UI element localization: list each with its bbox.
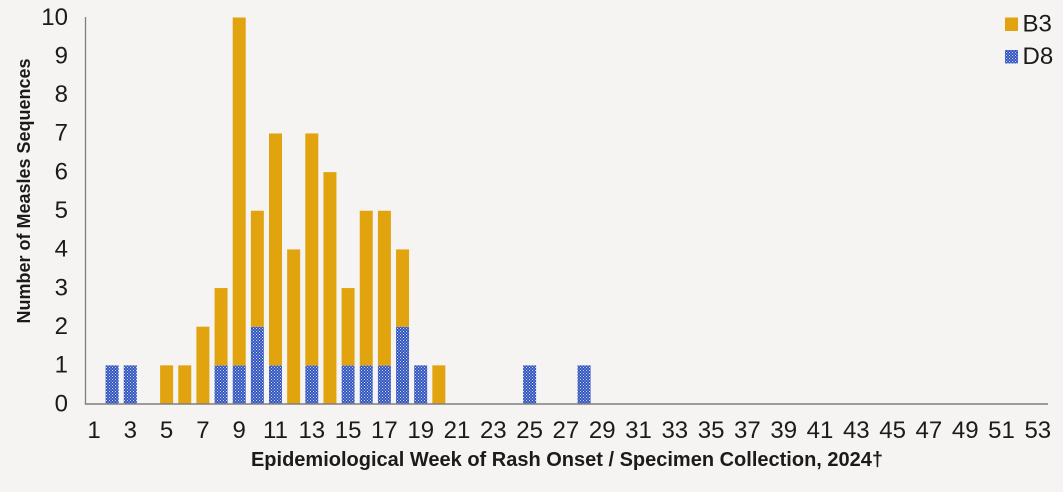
svg-text:23: 23 [480, 417, 507, 444]
svg-text:3: 3 [124, 417, 137, 444]
svg-text:B3: B3 [1023, 11, 1052, 38]
svg-text:13: 13 [298, 417, 325, 444]
svg-text:33: 33 [661, 417, 688, 444]
svg-text:10: 10 [41, 4, 68, 31]
svg-text:15: 15 [335, 417, 362, 444]
svg-text:9: 9 [233, 417, 246, 444]
svg-text:51: 51 [988, 417, 1015, 444]
svg-text:47: 47 [916, 417, 943, 444]
svg-text:49: 49 [952, 417, 979, 444]
svg-text:3: 3 [55, 274, 68, 301]
svg-text:1: 1 [55, 352, 68, 379]
svg-text:7: 7 [55, 120, 68, 147]
svg-text:4: 4 [55, 236, 68, 263]
svg-text:45: 45 [879, 417, 906, 444]
svg-text:17: 17 [371, 417, 398, 444]
svg-text:27: 27 [553, 417, 580, 444]
svg-text:19: 19 [407, 417, 434, 444]
svg-text:43: 43 [843, 417, 870, 444]
svg-text:37: 37 [734, 417, 761, 444]
svg-text:53: 53 [1024, 417, 1051, 444]
svg-text:D8: D8 [1023, 43, 1054, 70]
svg-text:39: 39 [770, 417, 797, 444]
svg-text:29: 29 [589, 417, 616, 444]
svg-text:5: 5 [160, 417, 173, 444]
svg-text:25: 25 [516, 417, 543, 444]
svg-text:7: 7 [196, 417, 209, 444]
svg-text:1: 1 [87, 417, 100, 444]
svg-text:2: 2 [55, 313, 68, 340]
svg-text:0: 0 [55, 390, 68, 417]
svg-text:5: 5 [55, 197, 68, 224]
svg-text:35: 35 [698, 417, 725, 444]
svg-text:31: 31 [625, 417, 652, 444]
svg-text:8: 8 [55, 81, 68, 108]
svg-text:21: 21 [444, 417, 471, 444]
svg-text:Epidemiological Week of Rash O: Epidemiological Week of Rash Onset / Spe… [251, 449, 883, 471]
svg-text:9: 9 [55, 43, 68, 70]
svg-text:6: 6 [55, 158, 68, 185]
svg-text:41: 41 [807, 417, 834, 444]
svg-text:Number of Measles Sequences: Number of Measles Sequences [14, 58, 34, 323]
svg-text:11: 11 [263, 417, 288, 444]
